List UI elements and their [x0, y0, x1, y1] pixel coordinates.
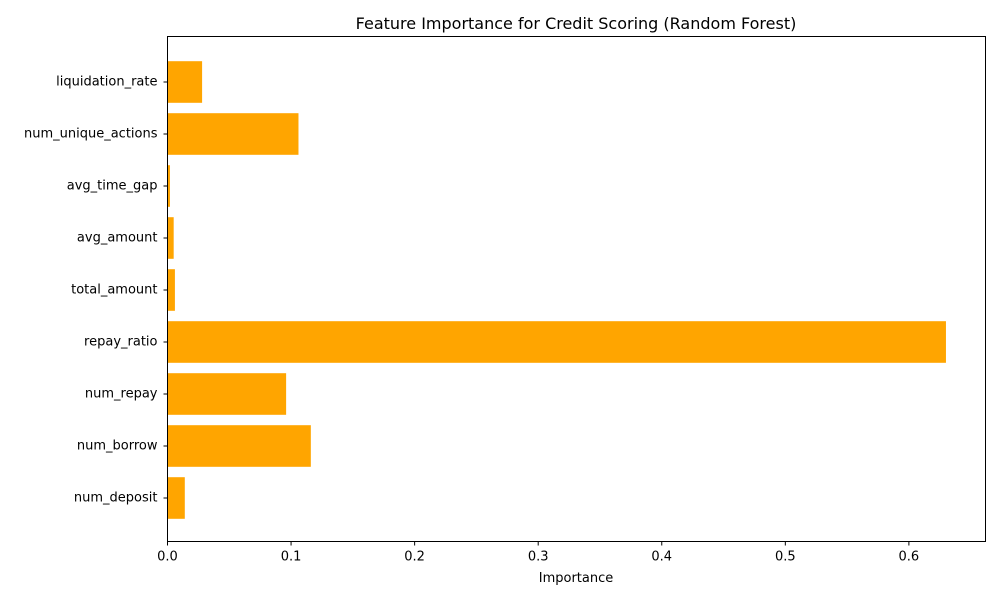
y-tick-label: num_borrow [77, 439, 158, 454]
x-tick-label: 0.4 [651, 550, 672, 565]
bar-avg-amount [167, 217, 174, 259]
x-tick-label: 0.6 [899, 550, 920, 565]
bar-num-borrow [167, 425, 311, 467]
x-tick-label: 0.5 [775, 550, 796, 565]
y-tick-label: num_repay [85, 387, 158, 402]
x-tick-label: 0.0 [157, 550, 178, 565]
bar-repay-ratio [167, 321, 946, 363]
y-tick-label: total_amount [71, 283, 157, 298]
x-tick-label: 0.2 [404, 550, 425, 565]
y-tick-label: avg_amount [77, 231, 158, 246]
x-tick-label: 0.1 [281, 550, 302, 565]
y-axis-ticks: num_deposit num_borrow num_repay repay_rati… [24, 75, 168, 506]
bar-num-deposit [167, 477, 185, 519]
x-tick-label: 0.3 [528, 550, 549, 565]
bar-liquidation-rate [167, 61, 203, 103]
y-tick-label: repay_ratio [84, 335, 157, 350]
bar-avg-time-gap [167, 165, 170, 207]
bar-total-amount [167, 269, 175, 311]
y-tick-label: liquidation_rate [56, 75, 157, 90]
bar-num-unique-actions [167, 113, 299, 155]
chart-title: Feature Importance for Credit Scoring (R… [356, 14, 797, 33]
bars-group [167, 61, 946, 519]
x-axis-label: Importance [539, 571, 614, 586]
y-tick-label: avg_time_gap [67, 179, 158, 194]
y-tick-label: num_deposit [74, 491, 158, 506]
y-tick-label: num_unique_actions [24, 127, 158, 142]
x-axis-ticks: 0.0 0.1 0.2 0.3 0.4 0.5 0.6 [157, 541, 920, 565]
plot-frame [167, 36, 986, 542]
bar-num-repay [167, 373, 287, 415]
